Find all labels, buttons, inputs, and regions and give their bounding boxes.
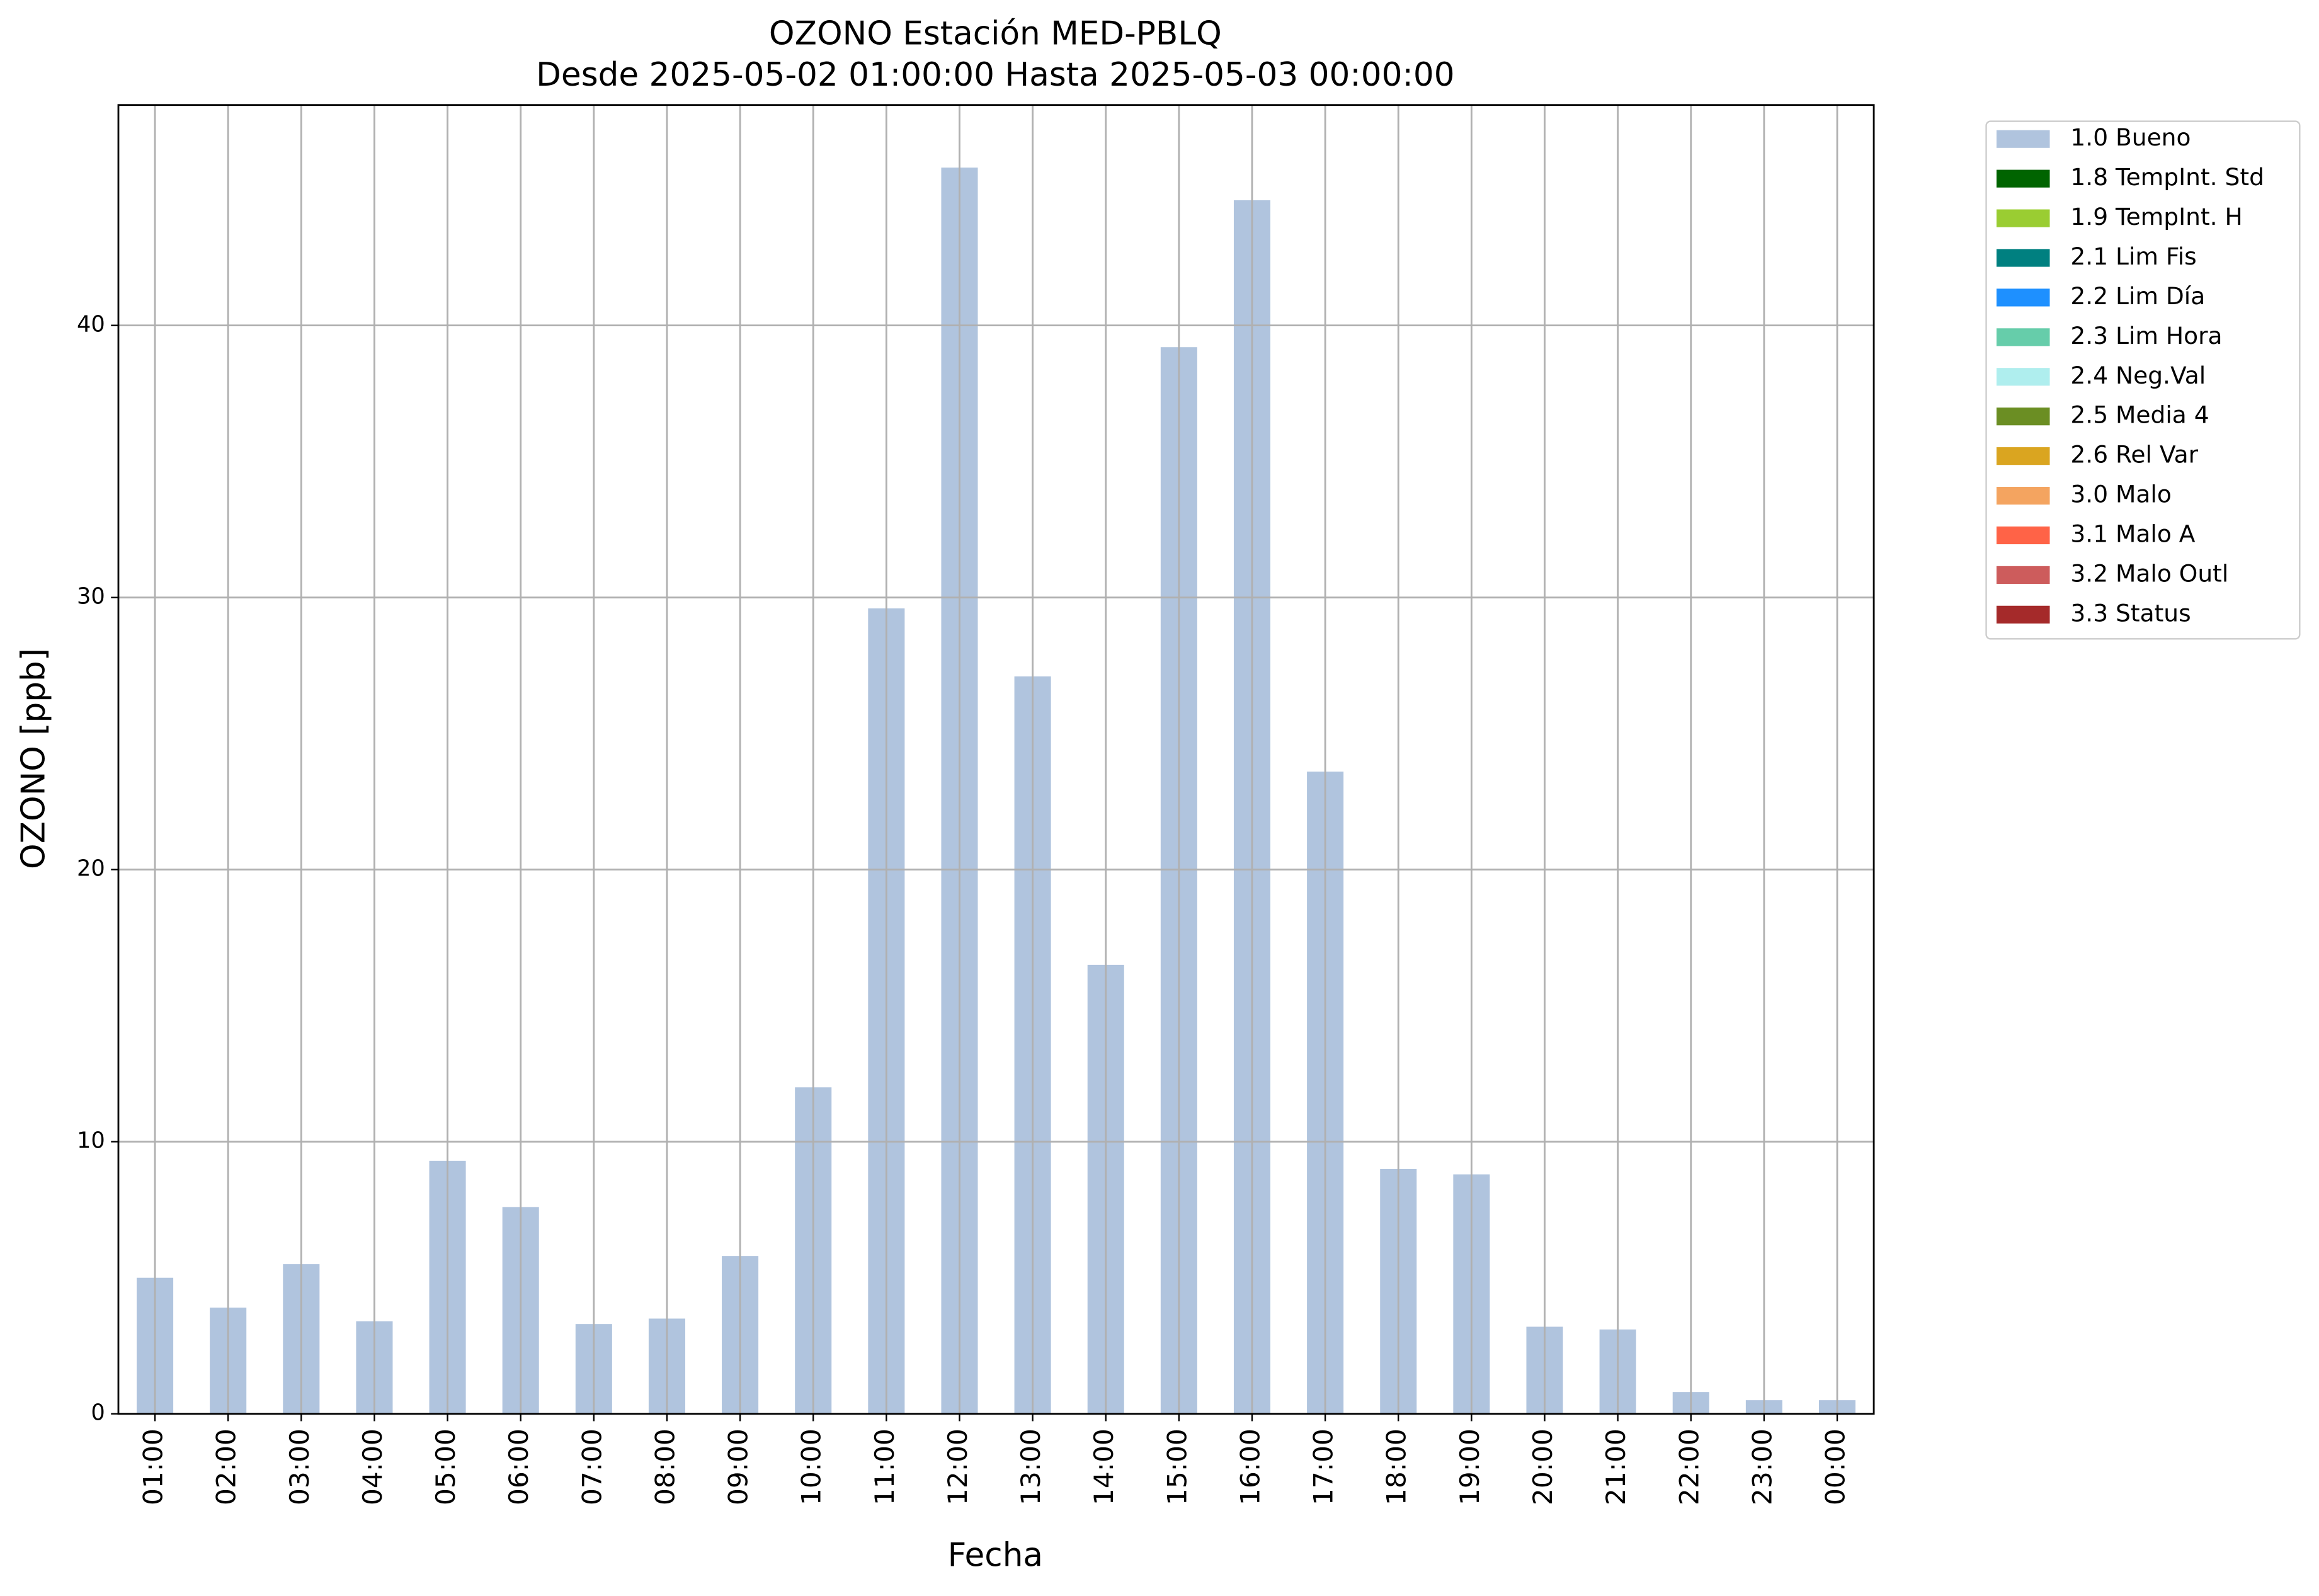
x-tick-label: 15:00 [1161, 1428, 1192, 1505]
y-tick-label: 0 [91, 1400, 105, 1426]
legend-label: 2.5 Media 4 [2070, 401, 2209, 429]
x-tick-label: 00:00 [1820, 1428, 1851, 1505]
legend-swatch [1996, 447, 2050, 465]
legend-label: 3.2 Malo Outl [2070, 559, 2228, 587]
legend-swatch [1996, 169, 2050, 188]
legend-label: 3.3 Status [2070, 599, 2191, 627]
x-tick-label: 21:00 [1600, 1428, 1631, 1505]
chart-subtitle: Desde 2025-05-02 01:00:00 Hasta 2025-05-… [536, 56, 1454, 94]
y-tick-label: 30 [77, 584, 105, 610]
legend-label: 1.9 TempInt. H [2070, 203, 2242, 231]
legend-swatch [1996, 328, 2050, 346]
legend-swatch [1996, 566, 2050, 584]
y-axis-label: OZONO [ppb] [14, 648, 52, 869]
x-tick-label: 19:00 [1454, 1428, 1485, 1505]
x-tick-label: 08:00 [649, 1428, 680, 1505]
legend-swatch [1996, 368, 2050, 386]
legend-swatch [1996, 249, 2050, 267]
legend: 1.0 Bueno 1.8 TempInt. Std 1.9 TempInt. H 2… [1996, 123, 2264, 627]
y-tick-label: 20 [77, 856, 105, 882]
legend-swatch [1996, 288, 2050, 307]
grid [118, 105, 1874, 1415]
legend-label: 2.2 Lim Día [2070, 282, 2205, 310]
legend-swatch [1996, 526, 2050, 545]
x-tick-label: 18:00 [1381, 1428, 1412, 1505]
x-tick-label: 04:00 [357, 1428, 388, 1505]
x-tick-label: 05:00 [430, 1428, 461, 1505]
y-tick-label: 10 [77, 1128, 105, 1154]
legend-swatch [1996, 130, 2050, 148]
x-tick-label: 17:00 [1308, 1428, 1339, 1505]
x-axis-label: Fecha [948, 1536, 1043, 1574]
x-tick-label: 09:00 [723, 1428, 754, 1505]
legend-label: 1.0 Bueno [2070, 123, 2191, 151]
x-tick-label: 01:00 [138, 1428, 169, 1505]
legend-label: 2.1 Lim Fis [2070, 242, 2196, 270]
bars [137, 168, 1856, 1414]
plot-frame [117, 104, 1875, 1415]
x-tick-label: 06:00 [503, 1428, 534, 1505]
chart-title: OZONO Estación MED-PBLQ [769, 14, 1222, 52]
legend-swatch [1996, 486, 2050, 505]
x-tick-label: 13:00 [1015, 1428, 1046, 1505]
x-tick-label: 07:00 [576, 1428, 607, 1505]
y-tick-label: 40 [77, 312, 105, 338]
legend-swatch [1996, 408, 2050, 426]
x-tick-label: 20:00 [1527, 1428, 1558, 1505]
legend-label: 1.8 TempInt. Std [2070, 163, 2264, 191]
legend-label: 3.1 Malo A [2070, 520, 2195, 547]
legend-swatch [1996, 209, 2050, 227]
x-tick-label: 02:00 [211, 1428, 242, 1505]
x-tick-label: 03:00 [284, 1428, 315, 1505]
x-tick-label: 16:00 [1234, 1428, 1265, 1505]
x-tick-label: 23:00 [1746, 1428, 1777, 1505]
legend-label: 2.4 Neg.Val [2070, 362, 2206, 389]
legend-box [1985, 120, 2301, 640]
x-tick-label: 11:00 [869, 1428, 900, 1505]
legend-label: 2.6 Rel Var [2070, 441, 2198, 469]
ticks: 01:00 02:00 03:00 04:00 05:00 06:00 07:00 08:00… [77, 312, 1851, 1505]
legend-label: 3.0 Malo [2070, 481, 2171, 508]
x-tick-label: 10:00 [796, 1428, 827, 1505]
legend-swatch [1996, 605, 2050, 624]
x-tick-label: 12:00 [942, 1428, 973, 1505]
x-tick-label: 14:00 [1088, 1428, 1119, 1505]
legend-label: 2.3 Lim Hora [2070, 322, 2222, 350]
x-tick-label: 22:00 [1673, 1428, 1704, 1505]
